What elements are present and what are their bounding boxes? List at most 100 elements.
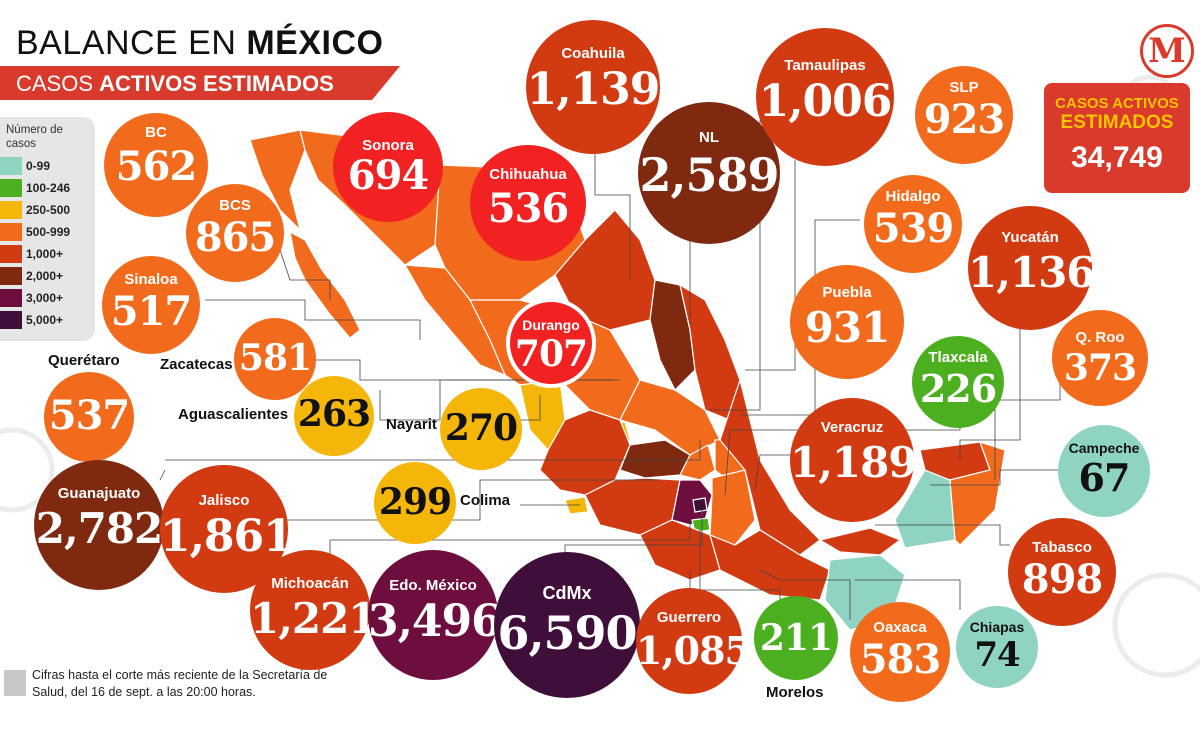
state-name: SLP (949, 79, 979, 96)
state-name: Tabasco (1032, 539, 1092, 556)
state-name: Edo. México (389, 577, 477, 594)
page-title: BALANCE EN MÉXICO (16, 24, 383, 63)
state-value: 562 (115, 143, 198, 190)
legend-swatch (0, 267, 22, 285)
state-bubble-aguascalientes: 263 (294, 376, 374, 456)
state-name: Chihuahua (489, 166, 567, 183)
state-name: Guanajuato (57, 485, 141, 502)
state-value: 2,782 (35, 504, 164, 553)
legend-item: 5,000+ (0, 311, 95, 329)
legend-label: 100-246 (26, 181, 71, 195)
state-value: 583 (859, 636, 942, 683)
legend-swatch (0, 289, 22, 307)
state-name: Sinaloa (124, 271, 178, 288)
legend-label: 2,000+ (26, 269, 64, 283)
state-name: Puebla (822, 284, 872, 301)
state-name: CdMx (542, 583, 592, 603)
state-value: 1,136 (968, 248, 1096, 297)
state-label-nayarit: Nayarit (386, 416, 437, 433)
state-bubble-zacatecas: 581 (234, 318, 316, 400)
title-regular: BALANCE EN (16, 24, 247, 62)
state-value: 373 (1063, 347, 1137, 389)
state-name: Durango (522, 317, 580, 333)
legend-item: 250-500 (0, 201, 95, 219)
state-bubble-oaxaca: Oaxaca 583 (850, 602, 950, 702)
legend-label: 500-999 (26, 225, 71, 239)
state-label-aguascalientes: Aguascalientes (178, 406, 289, 423)
state-value: 1,006 (758, 76, 893, 127)
state-name: Veracruz (820, 419, 884, 436)
state-name: Michoacán (271, 575, 349, 592)
state-bubble-nl: NL 2,589 (638, 102, 780, 244)
state-name: Chiapas (969, 619, 1025, 635)
state-value: 1,221 (250, 594, 378, 643)
legend-label: 0-99 (26, 159, 51, 173)
state-name: Sonora (362, 137, 414, 154)
legend-label: 5,000+ (26, 313, 64, 327)
title-bold: MÉXICO (246, 24, 384, 62)
state-name: Jalisco (198, 492, 250, 509)
state-bubble-bcs: BCS 865 (186, 184, 284, 282)
state-value: 694 (347, 152, 430, 199)
state-label-zacatecas: Zacatecas (160, 356, 233, 373)
state-value: 74 (974, 635, 1020, 675)
legend-label: 250-500 (26, 203, 71, 217)
state-bubble-tabasco: Tabasco 898 (1008, 518, 1116, 626)
state-value: 263 (297, 393, 371, 435)
state-value: 931 (804, 303, 891, 352)
state-name: Tlaxcala (928, 349, 988, 366)
legend-item: 3,000+ (0, 289, 95, 307)
state-value: 865 (194, 214, 277, 261)
state-bubble-chihuahua: Chihuahua 536 (470, 145, 586, 261)
state-value: 517 (110, 288, 193, 335)
state-bubble-guanajuato: Guanajuato 2,782 (34, 460, 164, 590)
state-shape-colima (564, 496, 589, 515)
state-value: 1,189 (790, 438, 918, 487)
state-bubble-michoacan: Michoacán 1,221 (250, 550, 378, 670)
state-bubble-colima: 299 (374, 462, 456, 544)
state-value: 536 (487, 185, 570, 232)
milenio-logo: M (1140, 24, 1194, 78)
footnote-marker (4, 670, 26, 696)
state-value: 67 (1078, 455, 1131, 500)
state-value: 1,139 (526, 64, 661, 115)
state-bubble-tamaulipas: Tamaulipas 1,006 (756, 28, 894, 166)
subtitle-regular: CASOS (16, 71, 100, 96)
state-bubble-sonora: Sonora 694 (333, 112, 443, 222)
state-bubble-hidalgo: Hidalgo 539 (864, 175, 962, 273)
state-bubble-qroo: Q. Roo 373 (1052, 310, 1148, 406)
state-bubble-coahuila: Coahuila 1,139 (526, 20, 660, 154)
state-value: 898 (1021, 556, 1104, 603)
legend: Número de casos 0-99 100-246 250-500 500… (0, 117, 95, 341)
legend-swatch (0, 201, 22, 219)
state-value: 1,085 (636, 628, 751, 673)
total-box: CASOS ACTIVOS ESTIMADOS 34,749 (1044, 83, 1190, 193)
total-label-line2: ESTIMADOS (1060, 112, 1174, 133)
state-bubble-cdmx: CdMx 6,590 (494, 552, 640, 698)
state-shape-cdmx (692, 497, 708, 513)
state-bubble-bc: BC 562 (104, 113, 208, 217)
state-label-colima: Colima (460, 492, 511, 509)
state-value: 2,589 (639, 148, 779, 202)
legend-item: 2,000+ (0, 267, 95, 285)
legend-label: 1,000+ (26, 247, 64, 261)
state-value: 923 (923, 96, 1006, 143)
state-bubble-campeche: Campeche 67 (1058, 425, 1150, 517)
state-bubble-slp: SLP 923 (915, 66, 1013, 164)
legend-swatch (0, 311, 22, 329)
page-subtitle: CASOS ACTIVOS ESTIMADOS (16, 71, 334, 97)
legend-swatch (0, 223, 22, 241)
legend-swatch (0, 157, 22, 175)
legend-item: 0-99 (0, 157, 95, 175)
state-value: 537 (48, 392, 131, 439)
state-bubble-durango: Durango 707 (506, 298, 596, 388)
state-name: BCS (219, 197, 251, 214)
state-value: 270 (444, 407, 518, 449)
state-name: Guerrero (656, 609, 722, 626)
state-name: NL (699, 129, 719, 146)
state-bubble-morelos: 211 (754, 596, 838, 680)
state-shape-tabasco (818, 527, 902, 556)
state-bubble-chiapas: Chiapas 74 (956, 606, 1038, 688)
state-value: 299 (378, 481, 452, 523)
subtitle-bar (0, 66, 400, 100)
